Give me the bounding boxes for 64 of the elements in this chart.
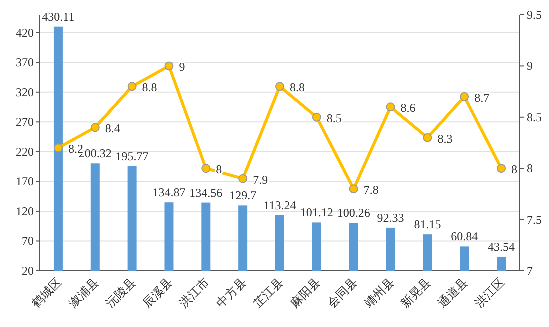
- y-tick-label: 120: [16, 204, 34, 218]
- point: [460, 92, 470, 102]
- y-tick-label: 220: [16, 144, 34, 159]
- data-label: 8.8: [142, 80, 158, 95]
- point: [90, 123, 100, 132]
- point: [497, 164, 506, 174]
- point: [423, 133, 432, 142]
- y2-tick-label: 7: [527, 264, 533, 278]
- x-tick-label: 沅陵县: [103, 275, 138, 311]
- x-tick-label: 会同县: [324, 275, 360, 311]
- x-tick-label: 洪江市: [176, 275, 212, 311]
- x-tick-label: 靖州县: [362, 275, 397, 311]
- data-label: 129.7: [230, 188, 257, 203]
- data-label: 8.6: [400, 101, 416, 116]
- point: [312, 112, 322, 122]
- x-tick-label: 溆浦县: [66, 275, 102, 311]
- point: [276, 82, 284, 92]
- data-label: 9: [179, 60, 186, 74]
- data-label: 100.26: [337, 206, 370, 220]
- x-tick-label: 洪江区: [472, 275, 508, 311]
- y2-tick-label: 9.5: [527, 8, 542, 22]
- data-label: 60.84: [451, 230, 478, 244]
- data-label: 8.4: [105, 122, 120, 136]
- data-label: 8: [512, 162, 518, 177]
- x-tick-label: 鹤城区: [29, 275, 65, 311]
- data-label: 195.77: [116, 149, 149, 164]
- data-label: 113.24: [264, 198, 296, 212]
- point: [164, 62, 174, 71]
- data-label: 43.54: [488, 240, 516, 254]
- y2-tick-label: 9: [527, 59, 533, 74]
- y2-tick-label: 8: [527, 162, 533, 176]
- point: [54, 144, 63, 153]
- point: [386, 102, 396, 112]
- x-tick-label: 通道县: [435, 275, 471, 311]
- data-label: 430.11: [42, 10, 75, 24]
- data-label: 101.12: [300, 206, 334, 220]
- y2-tick-label: 7.5: [527, 212, 542, 227]
- x-tick-label: 新晃县: [398, 275, 434, 311]
- point: [128, 82, 137, 92]
- point: [202, 164, 211, 174]
- data-label: 7.9: [253, 172, 268, 187]
- data-label: 8.7: [474, 90, 490, 105]
- data-label: 8.5: [326, 111, 342, 126]
- data-label: 81.15: [414, 218, 442, 232]
- data-label: 8.8: [290, 80, 305, 95]
- y-tick-label: 170: [16, 174, 34, 189]
- y-tick-label: 420: [16, 26, 34, 40]
- y-tick-label: 270: [16, 115, 34, 130]
- y2-tick-label: 8.5: [527, 110, 542, 124]
- y-tick-label: 70: [22, 234, 34, 248]
- x-tick-label: 芷江县: [250, 275, 286, 311]
- data-label: 134.87: [152, 186, 186, 200]
- y-tick-label: 320: [16, 85, 34, 100]
- point: [349, 184, 358, 194]
- data-label: 8.3: [438, 132, 453, 146]
- x-tick-label: 辰溪县: [140, 275, 176, 311]
- y-tick-label: 370: [16, 56, 34, 70]
- point: [238, 174, 248, 184]
- x-tick-label: 中方县: [214, 275, 250, 311]
- y-tick-label: 20: [22, 264, 34, 278]
- data-label: 92.33: [377, 210, 404, 225]
- data-label: 7.8: [364, 183, 379, 198]
- data-label: 134.56: [190, 186, 223, 200]
- x-tick-label: 麻阳县: [288, 275, 324, 311]
